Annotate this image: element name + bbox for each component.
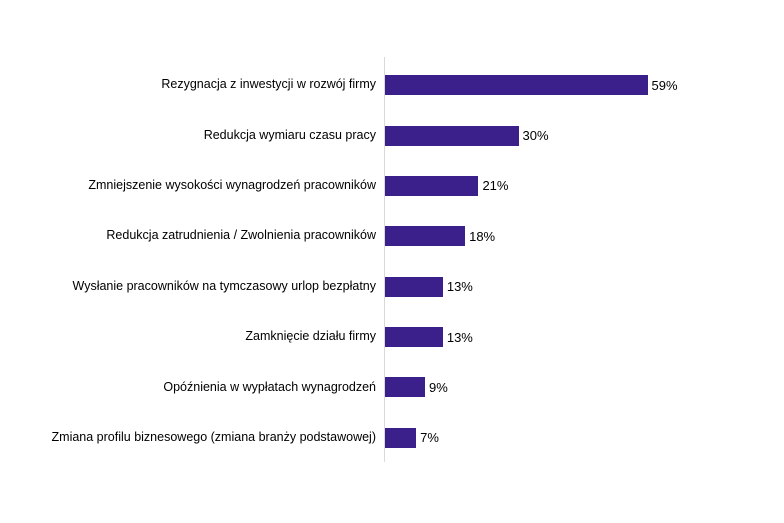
bar (385, 125, 519, 146)
bar-area: 13% (376, 276, 784, 297)
bar-label: Opóźnienia w wypłatach wynagrodzeń (163, 379, 376, 394)
bar-value-label: 13% (446, 329, 473, 345)
bar (385, 276, 443, 297)
bar (385, 377, 426, 398)
bar (385, 75, 648, 96)
bar-row: Zmiana profilu biznesowego (zmiana branż… (0, 413, 784, 463)
bar (385, 427, 417, 448)
bar-value-label: 9% (429, 379, 448, 395)
bar-row: Zamknięcie działu firmy 13% (0, 312, 784, 362)
bar-row: Opóźnienia w wypłatach wynagrodzeń 9% (0, 362, 784, 412)
bar-area: 7% (376, 427, 784, 448)
bar-row: Redukcja wymiaru czasu pracy 30% (0, 110, 784, 160)
chart-rows: Rezygnacja z inwestycji w rozwój firmy 59… (0, 60, 784, 463)
bar-label: Zmiana profilu biznesowego (zmiana branż… (51, 429, 376, 444)
bar-value-label: 18% (469, 228, 496, 244)
bar (385, 327, 443, 348)
bar-value-label: 13% (446, 279, 473, 295)
bar-row: Zmniejszenie wysokości wynagrodzeń praco… (0, 161, 784, 211)
bar (385, 175, 479, 196)
bar-value-label: 21% (482, 178, 509, 194)
bar-row: Wysłanie pracowników na tymczasowy urlop… (0, 262, 784, 312)
bar (385, 226, 466, 247)
bar-area: 59% (376, 75, 784, 96)
bar-value-label: 30% (522, 128, 549, 144)
bar-area: 9% (376, 377, 784, 398)
bar-label: Redukcja zatrudnienia / Zwolnienia praco… (106, 228, 376, 243)
bar-label: Redukcja wymiaru czasu pracy (203, 127, 376, 142)
bar-area: 21% (376, 175, 784, 196)
bar-value-label: 59% (651, 77, 678, 93)
bar-label: Wysłanie pracowników na tymczasowy urlop… (72, 278, 377, 293)
bar-value-label: 7% (420, 430, 439, 446)
bar-area: 30% (376, 125, 784, 146)
bar-row: Redukcja zatrudnienia / Zwolnienia praco… (0, 211, 784, 261)
bar-area: 13% (376, 327, 784, 348)
bar-label: Rezygnacja z inwestycji w rozwój firmy (161, 77, 376, 92)
bar-area: 18% (376, 226, 784, 247)
bar-label: Zmniejszenie wysokości wynagrodzeń praco… (88, 178, 376, 193)
bar-label: Zamknięcie działu firmy (245, 329, 376, 344)
bar-row: Rezygnacja z inwestycji w rozwój firmy 59… (0, 60, 784, 110)
y-axis-line (384, 57, 385, 462)
